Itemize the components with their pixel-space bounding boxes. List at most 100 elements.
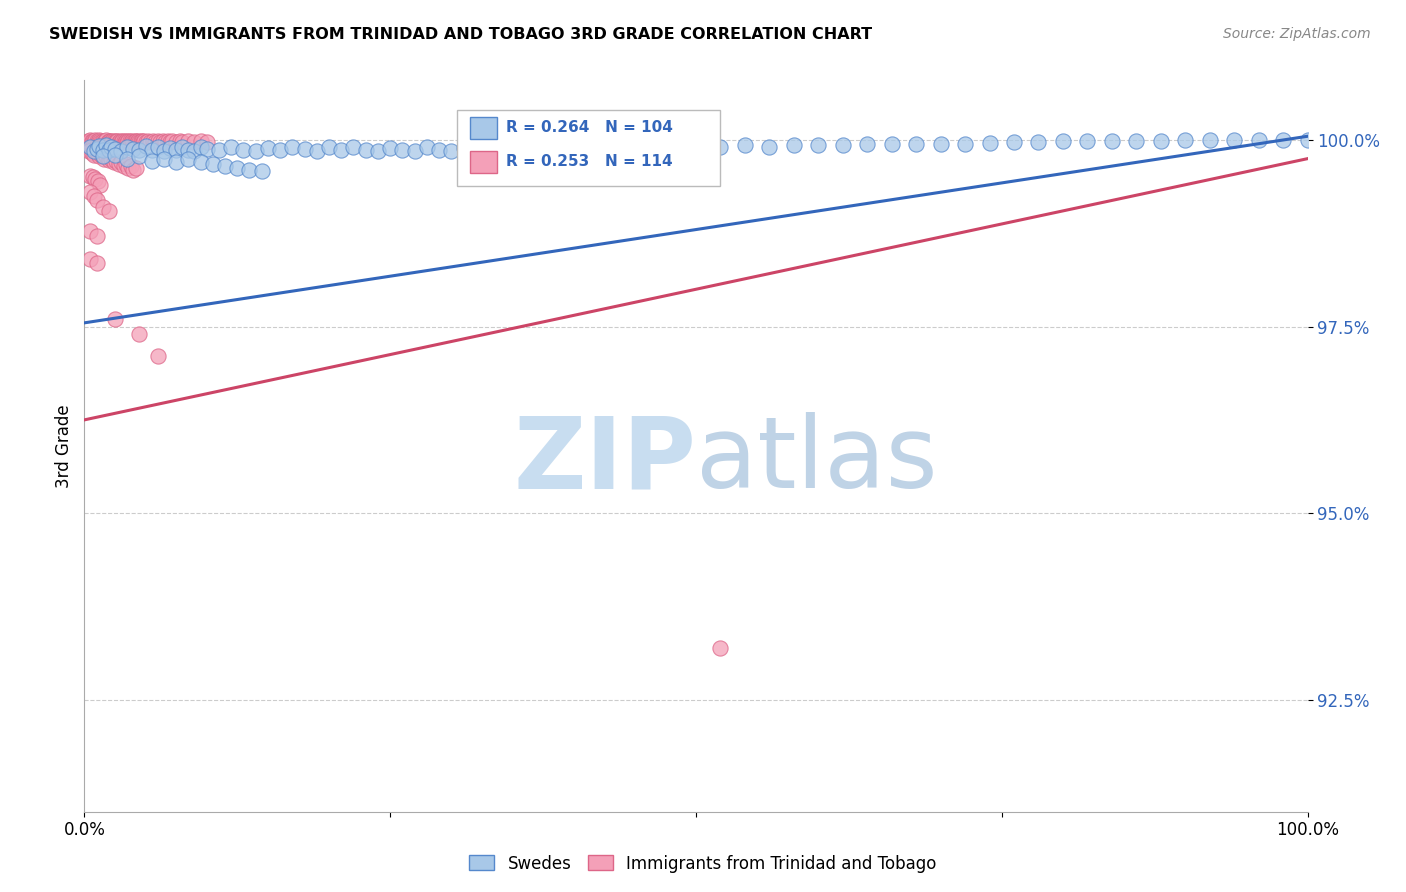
- Point: [91, 134, 114, 148]
- Point: [1296, 133, 1319, 147]
- Point: [575, 141, 598, 155]
- Point: [77, 135, 100, 149]
- Point: [80, 145, 103, 160]
- Point: [93, 135, 115, 149]
- Point: [979, 136, 1001, 150]
- Point: [502, 142, 524, 156]
- Point: [108, 135, 131, 149]
- Point: [550, 144, 572, 158]
- Legend: Swedes, Immigrants from Trinidad and Tobago: Swedes, Immigrants from Trinidad and Tob…: [463, 848, 943, 880]
- Point: [612, 142, 634, 156]
- FancyBboxPatch shape: [470, 117, 496, 139]
- Point: [195, 135, 218, 149]
- Point: [118, 134, 141, 148]
- Point: [1101, 135, 1123, 149]
- Point: [367, 144, 389, 158]
- Point: [153, 144, 176, 158]
- Point: [416, 140, 439, 154]
- Point: [90, 148, 112, 162]
- Point: [127, 135, 149, 149]
- Point: [124, 135, 146, 149]
- Point: [79, 186, 101, 200]
- Point: [807, 138, 830, 153]
- Point: [121, 135, 143, 149]
- Point: [79, 224, 101, 238]
- Point: [1174, 133, 1197, 147]
- Point: [105, 153, 128, 168]
- Point: [134, 135, 156, 149]
- Point: [128, 135, 150, 149]
- Point: [84, 133, 107, 147]
- Point: [110, 155, 132, 169]
- Point: [125, 134, 148, 148]
- Point: [183, 135, 205, 149]
- FancyBboxPatch shape: [470, 151, 496, 172]
- Point: [156, 135, 179, 149]
- Point: [117, 161, 139, 175]
- Point: [758, 139, 780, 153]
- Point: [135, 135, 157, 149]
- Point: [125, 161, 148, 176]
- Point: [141, 153, 163, 168]
- Point: [159, 141, 181, 155]
- Point: [82, 134, 104, 148]
- Point: [135, 139, 157, 153]
- Point: [734, 138, 756, 153]
- Point: [115, 135, 138, 149]
- Point: [86, 193, 108, 207]
- Point: [128, 144, 150, 158]
- Point: [132, 135, 155, 149]
- Point: [90, 135, 112, 149]
- Point: [120, 159, 142, 173]
- Point: [1247, 133, 1270, 147]
- Point: [86, 228, 108, 243]
- Point: [142, 135, 165, 149]
- Point: [80, 135, 103, 149]
- Point: [183, 144, 205, 158]
- Point: [177, 143, 200, 157]
- Point: [111, 135, 134, 149]
- Point: [146, 135, 169, 149]
- Point: [125, 135, 148, 149]
- Point: [172, 139, 194, 153]
- Point: [112, 134, 135, 148]
- Point: [97, 203, 120, 218]
- Point: [214, 159, 236, 173]
- Point: [115, 140, 138, 154]
- Point: [153, 135, 176, 149]
- Point: [83, 135, 105, 149]
- Point: [783, 138, 806, 153]
- Point: [94, 135, 117, 149]
- Point: [84, 171, 107, 186]
- Point: [91, 143, 114, 157]
- Point: [100, 135, 122, 149]
- Point: [709, 139, 731, 153]
- Point: [146, 139, 169, 153]
- Point: [86, 135, 108, 149]
- Point: [929, 136, 952, 151]
- Point: [122, 162, 145, 177]
- Point: [86, 142, 108, 156]
- Point: [107, 157, 129, 171]
- Point: [1125, 134, 1147, 148]
- Point: [1198, 133, 1220, 147]
- Point: [905, 137, 928, 152]
- Point: [87, 135, 110, 149]
- Point: [219, 139, 242, 153]
- Point: [245, 144, 267, 158]
- Point: [103, 155, 125, 169]
- Point: [79, 252, 101, 267]
- Point: [83, 144, 105, 158]
- Point: [87, 139, 110, 153]
- Point: [880, 137, 903, 152]
- Text: ZIP: ZIP: [513, 412, 696, 509]
- Point: [77, 144, 100, 158]
- Point: [201, 157, 224, 171]
- Point: [83, 189, 105, 203]
- Point: [172, 135, 194, 149]
- Point: [427, 143, 450, 157]
- Point: [562, 139, 585, 153]
- Point: [152, 135, 174, 149]
- Point: [136, 135, 159, 149]
- Point: [190, 155, 212, 169]
